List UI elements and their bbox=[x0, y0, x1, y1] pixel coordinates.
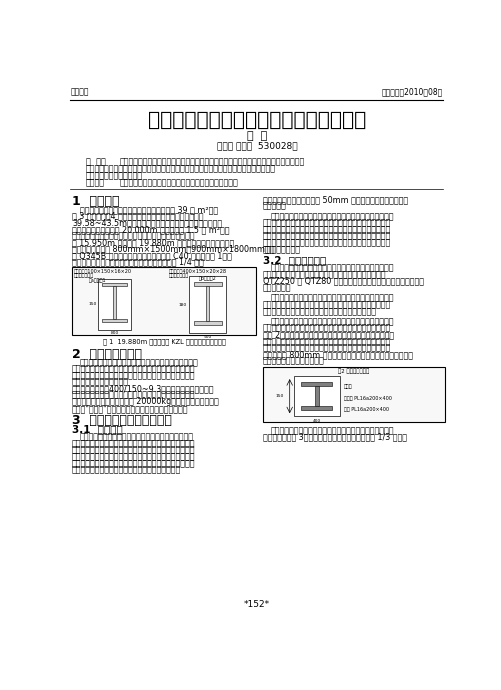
Bar bbox=[193, 282, 221, 286]
Text: 建材与装饰2010年08月: 建材与装饰2010年08月 bbox=[382, 88, 443, 97]
Text: 谓得钢梁拼接焊缝后，不合格的焊缝锻铸氧气切除。: 谓得钢梁拼接焊缝后，不合格的焊缝锻铸氧气切除。 bbox=[72, 466, 181, 475]
Bar bbox=[193, 321, 221, 325]
Text: 钢板凳 PL16a200×400: 钢板凳 PL16a200×400 bbox=[344, 396, 392, 401]
Text: 截面丁字钢100×150×16×20: 截面丁字钢100×150×16×20 bbox=[74, 268, 132, 274]
Bar bbox=[315, 386, 319, 406]
Text: 需设置"钢板凳"抬高场地，确保梁底混凝土振捣密实。: 需设置"钢板凳"抬高场地，确保梁底混凝土振捣密实。 bbox=[72, 404, 188, 413]
Text: 图 1  19.880m 标高转换梁 KZL 钢骨混凝土截面示意图: 图 1 19.880m 标高转换梁 KZL 钢骨混凝土截面示意图 bbox=[103, 339, 225, 346]
Text: 150: 150 bbox=[276, 394, 284, 398]
Text: 钢梁比高宽比大（400/150~9.3），结构比较纤薄，需要: 钢梁比高宽比大（400/150~9.3），结构比较纤薄，需要 bbox=[72, 384, 214, 393]
Text: 其截面尺寸分别为 800mm×1500mm、900mm×1800mm，内: 其截面尺寸分别为 800mm×1500mm、900mm×1800mm，内 bbox=[72, 244, 275, 253]
Text: 土浇筑等内容和施工要点。: 土浇筑等内容和施工要点。 bbox=[86, 171, 143, 180]
Text: *152*: *152* bbox=[244, 600, 270, 609]
Text: 检查梁柱的安装轴线、安装底面处理并保证标高无误，预埋: 检查梁柱的安装轴线、安装底面处理并保证标高无误，预埋 bbox=[271, 294, 394, 303]
Text: 变形，为厚腹板与钢梁焊接的的焊形对外边角部分，采用对: 变形，为厚腹板与钢梁焊接的的焊形对外边角部分，采用对 bbox=[72, 440, 195, 449]
Bar bbox=[301, 382, 332, 386]
Text: 发运到施工现场。: 发运到施工现场。 bbox=[263, 245, 301, 254]
Text: 施工图纸对构件尺寸进行放样施工，构件制完半后对钢梁进行: 施工图纸对构件尺寸进行放样施工，构件制完半后对钢梁进行 bbox=[263, 232, 391, 241]
Text: 图2 钢梁安装示意图: 图2 钢梁安装示意图 bbox=[338, 368, 369, 374]
Text: 探讨钢骨混凝土梁式结构转换层施工技术: 探讨钢骨混凝土梁式结构转换层施工技术 bbox=[148, 110, 366, 130]
Text: 混凝土浇筑等步骤，与常规转换层施工有一定差异，其工艺: 混凝土浇筑等步骤，与常规转换层施工有一定差异，其工艺 bbox=[72, 364, 195, 373]
Text: 厂内预拼装，经检验确认尺寸无误和质量符合规范要求后才能: 厂内预拼装，经检验确认尺寸无误和质量符合规范要求后才能 bbox=[263, 238, 391, 247]
Text: 标高设置钢板凳及填件，为配合钢骨梁的安装，在梁底两侧用: 标高设置钢板凳及填件，为配合钢骨梁的安装，在梁底两侧用 bbox=[263, 344, 391, 353]
Text: 接变形基本控制在允许偏差范围内。在施工过程中应严格按照: 接变形基本控制在允许偏差范围内。在施工过程中应严格按照 bbox=[263, 225, 391, 234]
Text: 某二期工程为一期工程的延续，总建筑面积的 39 万 m²，包: 某二期工程为一期工程的延续，总建筑面积的 39 万 m²，包 bbox=[80, 205, 218, 214]
Text: 3.1  钢梁制作: 3.1 钢梁制作 bbox=[72, 424, 123, 434]
Text: 3.2  钢梁现场安装: 3.2 钢梁现场安装 bbox=[263, 255, 326, 265]
Text: 截面丁字钢400×150×20×28: 截面丁字钢400×150×20×28 bbox=[169, 268, 227, 274]
Text: 行吊装作业，现场设置简易胎架，用于钢骨梁的拼装；利用: 行吊装作业，现场设置简易胎架，用于钢骨梁的拼装；利用 bbox=[263, 270, 386, 279]
Text: 组合弧形结构，形如蛋卷，剖面呈椭圆形。行政会议中心位: 组合弧形结构，形如蛋卷，剖面呈椭圆形。行政会议中心位 bbox=[72, 231, 195, 240]
Text: 腹板内钢中布置: 腹板内钢中布置 bbox=[169, 273, 189, 277]
Text: 工字钢: 工字钢 bbox=[344, 384, 353, 389]
Text: （图 2），钢板凳应放置在模板下有钢管支顶的部位，钢梁用: （图 2），钢板凳应放置在模板下有钢管支顶的部位，钢梁用 bbox=[263, 331, 394, 339]
Bar bbox=[102, 319, 127, 322]
Text: 39.58~43.5m，采用现浇钢筋混凝土框架结构。行政会议中: 39.58~43.5m，采用现浇钢筋混凝土框架结构。行政会议中 bbox=[72, 218, 222, 227]
Text: 接吊耳板板（图 3），吊装耳板分别设置在距两端约 1/3 处，此: 接吊耳板板（图 3），吊装耳板分别设置在距两端约 1/3 处，此 bbox=[263, 433, 407, 442]
Text: 于 15.950m 标高层及 19.880m 标高层采用钢骨混凝土梁，: 于 15.950m 标高层及 19.880m 标高层采用钢骨混凝土梁， bbox=[72, 238, 234, 247]
Text: 由于钢梁的截面较大，为便于吊装，所以在钢梁的上翼缘焊: 由于钢梁的截面较大，为便于吊装，所以在钢梁的上翼缘焊 bbox=[271, 426, 394, 435]
Text: （广西 南宁市  530028）: （广西 南宁市 530028） bbox=[217, 141, 298, 150]
Text: 安装准线并编号，以便吊装时能快速准确地对号安装。: 安装准线并编号，以便吊装时能快速准确地对号安装。 bbox=[263, 307, 377, 316]
Text: 900: 900 bbox=[203, 335, 212, 339]
Text: 焊和检查。: 焊和检查。 bbox=[263, 201, 287, 210]
Text: 用安全可靠的控板搭接板；钢梁堆置于混凝土梁中间，留足: 用安全可靠的控板搭接板；钢梁堆置于混凝土梁中间，留足 bbox=[72, 391, 195, 400]
Text: 根据转换层的功能特点和要求，本文结合某二期工程实例，探讨了关于钢骨混凝土梁式结: 根据转换层的功能特点和要求，本文结合某二期工程实例，探讨了关于钢骨混凝土梁式结 bbox=[120, 157, 305, 166]
FancyBboxPatch shape bbox=[72, 267, 257, 335]
Bar bbox=[301, 406, 332, 410]
Text: 底面向的截面厚度层度，要约 20000kg，安装均为超高钢筋，: 底面向的截面厚度层度，要约 20000kg，安装均为超高钢筋， bbox=[72, 397, 218, 406]
Text: 板现场拼接。: 板现场拼接。 bbox=[263, 284, 291, 293]
Text: 钢梁为直线段工梁，排装采用自动焊接法，但焊法对板: 钢梁为直线段工梁，排装采用自动焊接法，但焊法对板 bbox=[80, 433, 194, 442]
Text: 匀的方向性，为钢梁受拉主扭紧人员时给持续会力，在焊接: 匀的方向性，为钢梁受拉主扭紧人员时给持续会力，在焊接 bbox=[72, 453, 195, 462]
Text: 段构件）的放置和高空焊接。: 段构件）的放置和高空焊接。 bbox=[263, 357, 324, 366]
Bar bbox=[102, 284, 127, 286]
Text: 件埋设平面位置及标高是否符合设计要求，所有构件都应弹好: 件埋设平面位置及标高是否符合设计要求，所有构件都应弹好 bbox=[263, 300, 391, 309]
Text: 3  主要施工要点及技术措施: 3 主要施工要点及技术措施 bbox=[72, 414, 172, 427]
Bar bbox=[205, 286, 209, 321]
Text: 180: 180 bbox=[178, 303, 186, 307]
Text: 钢梁吊装前，预先加固好顿于筐，同时按钢梁位置安装梁底: 钢梁吊装前，预先加固好顿于筐，同时按钢梁位置安装梁底 bbox=[271, 317, 394, 326]
Text: 心位于西北侧展厅顶部 20.000m 标高处，约 1.5 万 m²，为: 心位于西北侧展厅顶部 20.000m 标高处，约 1.5 万 m²，为 bbox=[72, 225, 229, 234]
Bar bbox=[294, 376, 340, 416]
Text: 800: 800 bbox=[110, 331, 119, 335]
Text: 塔式起重机吊放至钢板凳上；钢梁穿过圆柱的，则在圆柱梁底: 塔式起重机吊放至钢板凳上；钢梁穿过圆柱的，则在圆柱梁底 bbox=[263, 337, 391, 346]
Bar bbox=[98, 279, 131, 330]
Text: 1  工程概况: 1 工程概况 bbox=[72, 195, 119, 208]
Text: 考虑到焊缝收缩常常引起翼缘板弯曲甚至梁整体挺曲，对钢: 考虑到焊缝收缩常常引起翼缘板弯曲甚至梁整体挺曲，对钢 bbox=[271, 212, 394, 221]
Text: 直接影响施工质量和速度。: 直接影响施工质量和速度。 bbox=[72, 377, 129, 386]
Text: 称焊，钢梁要求对接头部位不能有焊缝，要布均匀、分布均: 称焊，钢梁要求对接头部位不能有焊缝，要布均匀、分布均 bbox=[72, 446, 195, 455]
Text: 模板，将制作好的广钢板凳放置在混凝土柱和混凝土梁橱板上: 模板，将制作好的广钢板凳放置在混凝土柱和混凝土梁橱板上 bbox=[263, 324, 391, 333]
Text: （b）截面2: （b）截面2 bbox=[199, 276, 216, 281]
FancyBboxPatch shape bbox=[263, 367, 445, 422]
Text: 钢管搭设宽 800mm 的操作平台，并设安全护栏，以便构件（分: 钢管搭设宽 800mm 的操作平台，并设安全护栏，以便构件（分 bbox=[263, 350, 413, 359]
Text: 转换层施工涉及钢结构安装、脚手架与模板搭设、钢筋及: 转换层施工涉及钢结构安装、脚手架与模板搭设、钢筋及 bbox=[80, 358, 198, 367]
Text: 设 Q345B 钢板焊接成的工字钢梁，外包 C40 混凝土（图 1），: 设 Q345B 钢板焊接成的工字钢梁，外包 C40 混凝土（图 1）， bbox=[72, 251, 232, 260]
Text: 对有裂纹的焊缝在裂纹两端 50mm 范围内进行清理，再进行补: 对有裂纹的焊缝在裂纹两端 50mm 范围内进行清理，再进行补 bbox=[263, 195, 408, 204]
Text: 李  刚: 李 刚 bbox=[247, 130, 267, 141]
Text: 腹板内钢中布置: 腹板内钢中布置 bbox=[74, 273, 94, 277]
Text: 流程的确定涉及各工种的顺利衔以及后续工种的操作空间，: 流程的确定涉及各工种的顺利衔以及后续工种的操作空间， bbox=[72, 371, 195, 380]
Bar bbox=[113, 286, 116, 319]
Text: QTZ250 和 QTZ80 塔式起重机一次吊装到位或通过两台转运吊: QTZ250 和 QTZ80 塔式起重机一次吊装到位或通过两台转运吊 bbox=[263, 277, 423, 286]
Text: 钢梁构件堆放场地应平整方变，以保证构件能顺利进场和进: 钢梁构件堆放场地应平整方变，以保证构件能顺利进场和进 bbox=[271, 264, 394, 273]
Text: 完毕后请进行热处理不超过钢筋焊接的完整度，矫正后等所: 完毕后请进行热处理不超过钢筋焊接的完整度，矫正后等所 bbox=[72, 459, 195, 468]
Text: 转换层结构；钢骨混凝土梁；混凝土浇筑；模板支撑系统: 转换层结构；钢骨混凝土梁；混凝土浇筑；模板支撑系统 bbox=[120, 178, 238, 187]
Text: 2  转换层施工特点: 2 转换层施工特点 bbox=[72, 348, 142, 361]
Text: 150: 150 bbox=[89, 302, 97, 306]
Text: 梁的局部波浪变形和弯曲变形采取机械矫正或火焰矫正，使焊: 梁的局部波浪变形和弯曲变形采取机械矫正或火焰矫正，使焊 bbox=[263, 219, 391, 228]
Text: 摘  要：: 摘 要： bbox=[86, 157, 106, 166]
Bar bbox=[189, 277, 226, 333]
Text: 括 3 层主展厅、4 层行政会议中心等功能区域，建筑物高度: 括 3 层主展厅、4 层行政会议中心等功能区域，建筑物高度 bbox=[72, 212, 203, 221]
Text: （a）截面1: （a）截面1 bbox=[89, 278, 106, 283]
Text: 施工技术: 施工技术 bbox=[70, 88, 89, 97]
Text: 构转换层的施工技术及措施，主要包括有钢骨混凝土梁的安装、模板支撑系统的选择、混凝: 构转换层的施工技术及措施，主要包括有钢骨混凝土梁的安装、模板支撑系统的选择、混凝 bbox=[86, 164, 276, 173]
Text: 垫板 PL16a200×400: 垫板 PL16a200×400 bbox=[344, 407, 389, 412]
Text: 钢骨混凝土梁支撑在结构圆柱上，工字钢梁间距为 1/4 跨。: 钢骨混凝土梁支撑在结构圆柱上，工字钢梁间距为 1/4 跨。 bbox=[72, 257, 204, 266]
Text: 400: 400 bbox=[313, 420, 321, 423]
Text: 关键词：: 关键词： bbox=[86, 178, 105, 187]
